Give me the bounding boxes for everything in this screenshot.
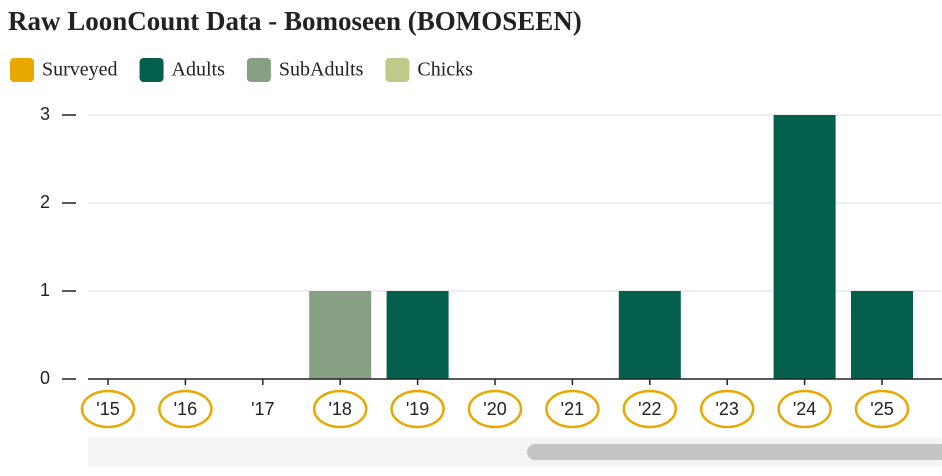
- surveyed-marker: [854, 389, 910, 429]
- legend-label: Surveyed: [42, 59, 118, 81]
- surveyed-marker: [80, 389, 136, 429]
- bar: [309, 291, 372, 379]
- y-tick-label: 3: [40, 104, 50, 124]
- surveyed-marker: [622, 389, 678, 429]
- legend-swatch: [385, 58, 410, 82]
- legend-label: Chicks: [417, 59, 473, 81]
- x-tick-label: '23: [715, 399, 738, 419]
- surveyed-marker: [158, 389, 213, 429]
- x-tick-label: '19: [406, 399, 429, 419]
- y-tick-label: 0: [40, 368, 50, 388]
- scrollbar-thumb[interactable]: [527, 444, 942, 460]
- x-tick-label: '25: [870, 399, 893, 419]
- surveyed-marker: [467, 389, 523, 429]
- chart-title: Raw LoonCount Data - Bomoseen (BOMOSEEN): [8, 6, 582, 36]
- x-tick-label: '17: [251, 399, 274, 419]
- bar: [851, 291, 913, 379]
- y-tick-label: 2: [40, 192, 50, 212]
- x-tick-label: '21: [561, 399, 584, 419]
- surveyed-marker: [699, 389, 755, 429]
- legend-label: SubAdults: [279, 59, 364, 81]
- x-tick-label: '20: [483, 399, 506, 419]
- x-tick-label: '24: [793, 399, 816, 419]
- bar: [618, 291, 681, 379]
- x-tick-label: '18: [328, 399, 351, 419]
- x-tick-label: '16: [174, 399, 197, 419]
- x-tick-label: '15: [96, 399, 119, 419]
- legend-swatch: [10, 58, 34, 82]
- y-tick-label: 1: [40, 280, 50, 300]
- legend-label: Adults: [172, 59, 226, 81]
- legend-swatch: [139, 58, 164, 82]
- surveyed-marker: [312, 389, 368, 429]
- surveyed-marker: [777, 389, 832, 429]
- bar: [386, 291, 449, 379]
- surveyed-marker: [545, 389, 600, 429]
- x-tick-label: '22: [638, 399, 661, 419]
- bar: [773, 115, 836, 379]
- legend-swatch: [246, 58, 271, 82]
- surveyed-marker: [390, 389, 445, 429]
